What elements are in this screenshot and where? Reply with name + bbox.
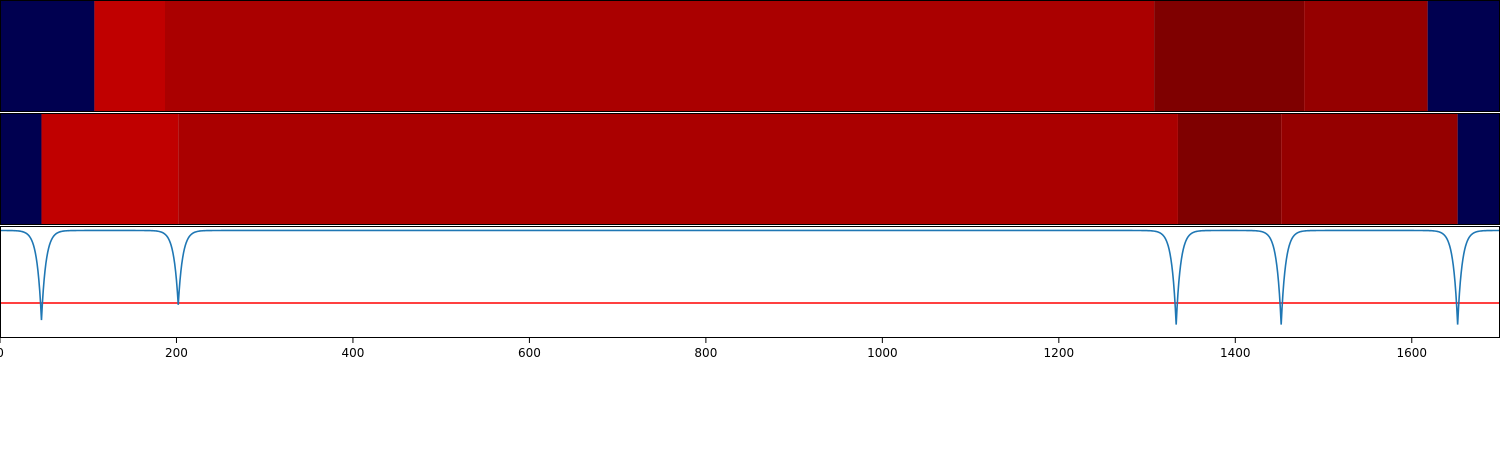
x-tick-label-600: 600 — [518, 346, 541, 360]
segment-1-2 — [94, 0, 165, 112]
segment-row-1 — [0, 0, 1500, 112]
segment-2-5 — [1281, 113, 1458, 225]
x-tick-label-800: 800 — [694, 346, 717, 360]
segment-1-4 — [1154, 0, 1305, 112]
segment-1-3 — [165, 0, 1155, 112]
x-tick-label-1600: 1600 — [1396, 346, 1427, 360]
segment-2-1 — [0, 113, 42, 225]
x-tick-label-0: 0 — [0, 346, 4, 360]
segment-2-3 — [178, 113, 1178, 225]
x-tick-label-1000: 1000 — [867, 346, 898, 360]
segment-2-6 — [1457, 113, 1500, 225]
segment-2-2 — [41, 113, 179, 225]
segment-2-4 — [1177, 113, 1282, 225]
signal-panel — [0, 226, 1500, 338]
x-tick-label-400: 400 — [341, 346, 364, 360]
signal-line — [0, 229, 1500, 325]
x-axis: 0 200 400 600 800 1000 1200 1400 1600 — [0, 338, 1427, 360]
segment-row-2 — [0, 113, 1500, 225]
segment-1-5 — [1304, 0, 1428, 112]
x-tick-label-200: 200 — [165, 346, 188, 360]
signal-frame — [0, 226, 1500, 338]
segment-1-1 — [0, 0, 95, 112]
x-tick-label-1200: 1200 — [1044, 346, 1075, 360]
x-tick-label-1400: 1400 — [1220, 346, 1251, 360]
segment-1-6 — [1427, 0, 1500, 112]
